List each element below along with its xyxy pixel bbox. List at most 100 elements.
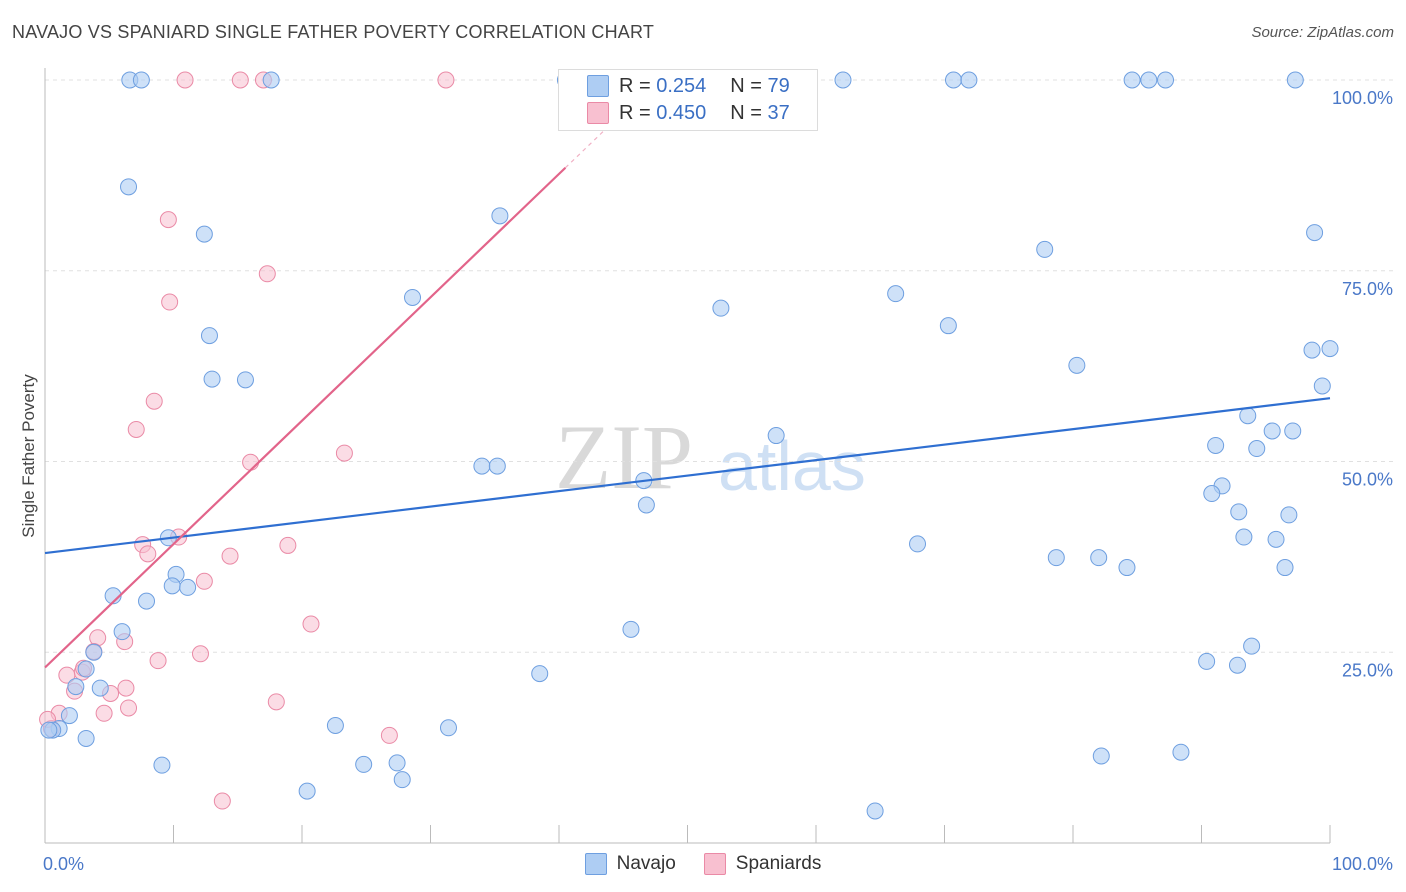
navajo-point (1123, 71, 1141, 89)
navajo-point (132, 71, 150, 89)
spaniards-point (159, 211, 177, 229)
navajo-point (1284, 422, 1302, 440)
legend-item-navajo[interactable]: Navajo (584, 853, 676, 875)
legend-item-spaniards[interactable]: Spaniards (703, 853, 822, 875)
y-axis-label: Single Father Poverty (19, 374, 38, 538)
navajo-point (67, 678, 85, 696)
series-spaniards (39, 71, 455, 810)
navajo-point (866, 802, 884, 820)
navajo-point (1230, 503, 1248, 521)
spaniards-point (127, 420, 145, 438)
spaniards-point (95, 704, 113, 722)
y-tick-label: 25.0% (1342, 660, 1393, 680)
x-tick-label-left: 0.0% (43, 854, 84, 874)
y-tick-label: 50.0% (1342, 470, 1393, 490)
spaniards-point (221, 547, 239, 565)
r-label: R = (619, 74, 651, 97)
navajo-point (138, 592, 156, 610)
navajo-point (153, 756, 171, 774)
navajo-point (1203, 485, 1221, 503)
legend-row-spaniards: R = 0.450 N = 37 (587, 100, 790, 126)
spaniards-point (176, 71, 194, 89)
navajo-point (1198, 652, 1216, 670)
spaniards-trend-line (44, 166, 567, 669)
navajo-point (1303, 341, 1321, 359)
navajo-point (200, 327, 218, 345)
navajo-point (1263, 422, 1281, 440)
navajo-point (404, 288, 422, 306)
spaniards-point (58, 666, 76, 684)
navajo-point (1313, 377, 1331, 395)
spaniards-point (437, 71, 455, 89)
spaniards-point (139, 545, 157, 563)
spaniards-swatch (587, 102, 609, 124)
r-label: R = (619, 101, 651, 124)
navajo-point (1207, 436, 1225, 454)
navajo-point (439, 719, 457, 737)
navajo-swatch (584, 853, 607, 875)
navajo-point (1157, 71, 1175, 89)
navajo-point (1267, 530, 1285, 548)
navajo-point (473, 457, 491, 475)
n-value: 79 (767, 74, 790, 97)
spaniards-point (120, 699, 138, 717)
spaniards-point (242, 453, 260, 471)
watermark: ZIP atlas (555, 406, 866, 508)
navajo-point (712, 299, 730, 317)
legend-label-spaniards: Spaniards (735, 853, 822, 874)
navajo-point (60, 707, 78, 725)
navajo-point (488, 457, 506, 475)
navajo-point (1068, 356, 1086, 374)
spaniards-swatch (703, 853, 726, 875)
navajo-point (960, 71, 978, 89)
source-credit: Source: ZipAtlas.com (1251, 24, 1394, 41)
navajo-point (393, 771, 411, 789)
navajo-point (1239, 407, 1257, 425)
chart-title: NAVAJO VS SPANIARD SINGLE FATHER POVERTY… (12, 22, 655, 42)
navajo-point (262, 71, 280, 89)
navajo-point (77, 660, 95, 678)
navajo-point (236, 371, 254, 389)
spaniards-point (117, 679, 135, 697)
r-value: 0.450 (656, 101, 707, 124)
navajo-point (203, 370, 221, 388)
navajo-point (195, 225, 213, 243)
spaniards-point (267, 693, 285, 711)
navajo-point (767, 427, 785, 445)
tick-labels: 25.0% 50.0% 75.0% 100.0% 0.0% 100.0% (43, 88, 1393, 874)
n-label: N = (730, 74, 762, 97)
navajo-point (1092, 747, 1110, 765)
navajo-point (1286, 71, 1304, 89)
r-value: 0.254 (656, 74, 707, 97)
spaniards-point (258, 265, 276, 283)
navajo-point (113, 623, 131, 641)
navajo-point (1118, 559, 1136, 577)
gridlines (45, 79, 1393, 653)
navajo-trend-line (44, 397, 1331, 555)
spaniards-point (149, 652, 167, 670)
navajo-point (298, 782, 316, 800)
spaniards-point (195, 572, 213, 590)
navajo-point (1248, 440, 1266, 458)
navajo-point (1321, 340, 1339, 358)
navajo-point (91, 679, 109, 697)
navajo-point (1140, 71, 1158, 89)
navajo-point (637, 496, 655, 514)
trend-lines (44, 124, 1331, 669)
spaniards-point (213, 792, 231, 810)
spaniards-point (380, 726, 398, 744)
spaniards-trend-extension (565, 124, 611, 169)
navajo-point (939, 317, 957, 335)
navajo-point (1280, 506, 1298, 524)
x-tick-label-right: 100.0% (1332, 854, 1393, 874)
navajo-point (622, 620, 640, 638)
navajo-swatch (587, 75, 609, 97)
navajo-point (1276, 559, 1294, 577)
navajo-point (909, 535, 927, 553)
navajo-point (1090, 549, 1108, 567)
spaniards-point (231, 71, 249, 89)
navajo-point (85, 643, 103, 661)
watermark-atlas: atlas (718, 427, 866, 505)
navajo-point (491, 207, 509, 225)
